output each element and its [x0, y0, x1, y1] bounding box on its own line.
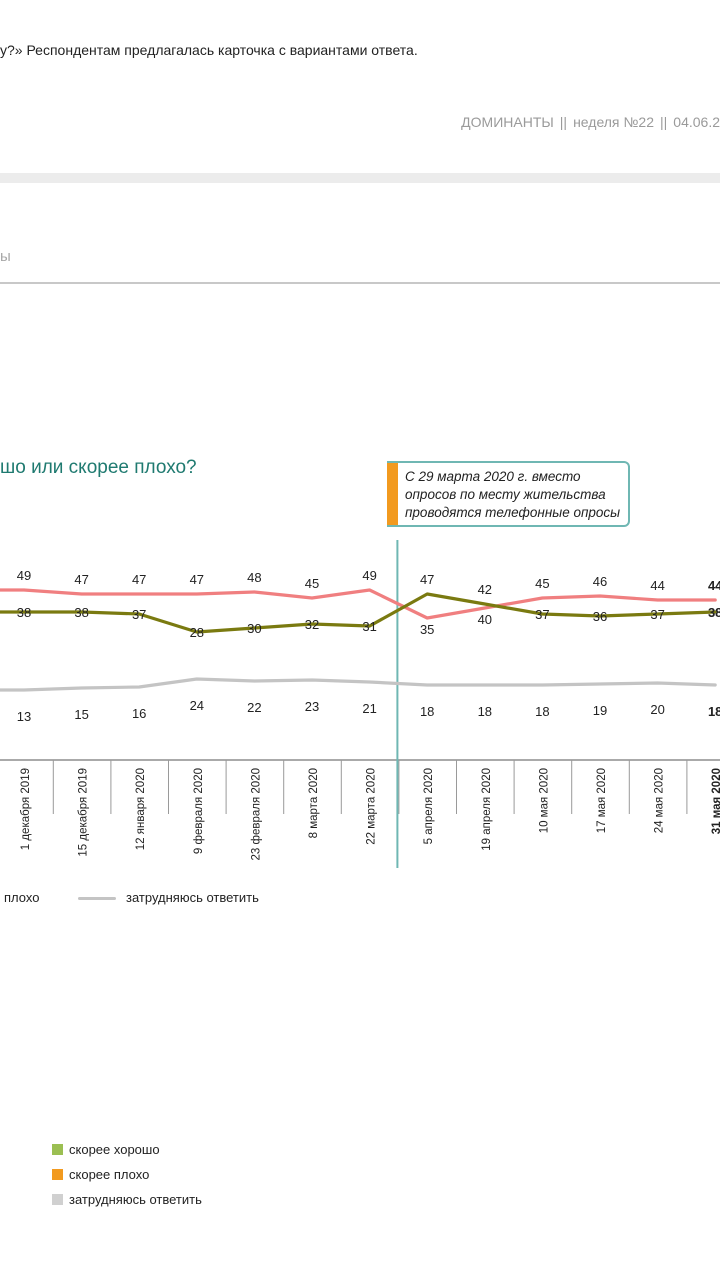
note-accent-bar	[387, 463, 398, 525]
x-tick-label: 10 мая 2020	[538, 768, 550, 833]
data-label: 49	[362, 568, 376, 583]
header-band	[0, 173, 720, 183]
data-label: 40	[478, 612, 492, 627]
legend-bottom-label: скорее плохо	[69, 1167, 150, 1182]
data-label: 38	[17, 605, 31, 620]
data-label: 22	[247, 700, 261, 715]
data-label: 44	[650, 578, 664, 593]
x-tick-label: 12 января 2020	[135, 768, 147, 850]
data-label: 45	[535, 576, 549, 591]
data-label: 49	[17, 568, 31, 583]
data-label: 47	[420, 572, 434, 587]
legend-bottom-bad: скорее плохо	[52, 1167, 149, 1182]
data-label: 32	[305, 617, 319, 632]
data-label: 15	[74, 707, 88, 722]
data-label: 47	[132, 572, 146, 587]
legend-label-bad: плохо	[4, 890, 40, 905]
series-line-0	[0, 588, 717, 620]
data-label: 24	[190, 698, 204, 713]
data-label: 38	[74, 605, 88, 620]
note-text: С 29 марта 2020 г. вместо опросов по мес…	[405, 469, 621, 520]
x-tick-label: 19 апреля 2020	[481, 768, 493, 851]
chart-title: шо или скорее плохо?	[0, 457, 197, 478]
data-label: 31	[362, 619, 376, 634]
x-tick-label: 15 декабря 2019	[78, 768, 90, 857]
data-label: 13	[17, 709, 31, 724]
data-label: 16	[132, 706, 146, 721]
data-label: 20	[650, 702, 664, 717]
intro-text: у?» Респондентам предлагалась карточка с…	[0, 42, 418, 58]
x-tick-label: 1 декабря 2019	[20, 768, 32, 850]
data-label: 23	[305, 699, 319, 714]
legend-square-swatch	[52, 1144, 63, 1155]
report-week: неделя №22	[573, 114, 654, 130]
data-label: 36	[593, 609, 607, 624]
data-label: 19	[593, 703, 607, 718]
x-tick-label: 22 марта 2020	[366, 768, 378, 845]
line-chart: 49 47 47 47 48 45 49 35 40 45 46 44 44 38 38 37 28 30 32 31…	[0, 540, 720, 868]
x-tick-label: 31 мая 2020	[711, 768, 720, 834]
series-line-1	[0, 592, 717, 634]
meta-separator: ||	[559, 114, 568, 130]
data-label: 38	[708, 605, 720, 620]
methodology-note: С 29 марта 2020 г. вместо опросов по мес…	[387, 461, 630, 527]
data-label: 46	[593, 574, 607, 589]
legend-bottom-hard: затрудняюсь ответить	[52, 1192, 202, 1207]
legend-label-hard: затрудняюсь ответить	[126, 890, 259, 905]
x-tick-label: 8 марта 2020	[308, 768, 320, 838]
section-label: ы	[0, 248, 12, 265]
section-divider	[0, 282, 720, 284]
series-line-2	[0, 677, 717, 692]
data-label: 28	[190, 625, 204, 640]
data-label: 45	[305, 576, 319, 591]
report-date: 04.06.2	[673, 114, 720, 130]
report-meta: ДОМИНАНТЫ || неделя №22 || 04.06.2	[461, 114, 720, 130]
legend-square-swatch	[52, 1194, 63, 1205]
data-label: 18	[535, 704, 549, 719]
x-tick-label: 9 февраля 2020	[193, 768, 205, 854]
data-label: 37	[132, 607, 146, 622]
legend-bottom-label: скорее хорошо	[69, 1142, 160, 1157]
meta-separator: ||	[660, 114, 668, 130]
x-tick-label: 24 мая 2020	[654, 768, 666, 833]
data-label: 35	[420, 622, 434, 637]
data-label: 18	[708, 704, 720, 719]
legend-bottom-good: скорее хорошо	[52, 1142, 160, 1157]
data-label: 42	[478, 582, 492, 597]
x-tick-label: 23 февраля 2020	[250, 768, 262, 860]
legend-line-swatch	[78, 897, 116, 901]
x-tick-label: 17 мая 2020	[596, 768, 608, 833]
x-tick-label: 5 апреля 2020	[423, 768, 435, 844]
data-label: 18	[478, 704, 492, 719]
data-label: 47	[74, 572, 88, 587]
data-label: 47	[190, 572, 204, 587]
data-label: 30	[247, 621, 261, 636]
data-label: 37	[535, 607, 549, 622]
data-label: 18	[420, 704, 434, 719]
data-label: 21	[362, 701, 376, 716]
data-label: 37	[650, 607, 664, 622]
data-label: 44	[708, 578, 720, 593]
legend-item-hard: затрудняюсь ответить	[78, 890, 259, 905]
legend-square-swatch	[52, 1169, 63, 1180]
legend-bottom-label: затрудняюсь ответить	[69, 1192, 202, 1207]
data-label: 48	[247, 570, 261, 585]
legend-item-bad: плохо	[4, 890, 39, 905]
report-source: ДОМИНАНТЫ	[461, 114, 554, 130]
